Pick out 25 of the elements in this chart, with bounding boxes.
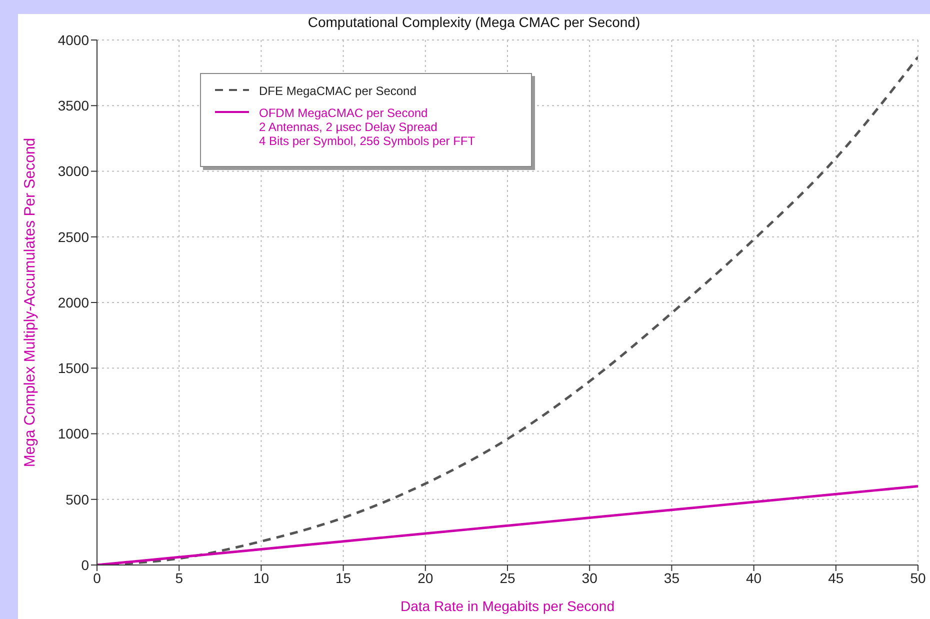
x-tick-label: 50 [910,570,926,586]
y-tick-label: 3000 [58,163,90,180]
y-tick-label: 1000 [58,426,90,442]
x-tick-label: 25 [500,570,516,586]
x-axis-title: Data Rate in Megabits per Second [400,598,615,614]
legend-label: OFDM MegaCMAC per Second 2 Antennas, 2 µsec Delay Spread 4 Bits per Symbol, 256 Symbols per FFT [259,106,476,148]
x-tick-label: 5 [175,570,184,586]
chart-title: Computational Complexity (Mega CMAC per Second) [306,14,642,30]
x-tick-label: 0 [93,570,102,586]
y-tick-label: 2000 [58,294,90,310]
x-tick-label: 10 [253,570,270,586]
y-tick-label: 1500 [58,360,90,376]
x-tick-label: 15 [336,570,352,586]
y-tick-label: 3500 [58,98,90,114]
y-tick-label: 500 [66,491,90,508]
x-tick-label: 20 [418,570,434,586]
x-tick-label: 35 [664,570,680,586]
y-tick-label: 2500 [58,228,90,245]
x-tick-label: 40 [746,570,762,586]
legend-label: DFE MegaCMAC per Second [259,84,416,98]
y-tick-label: 4000 [58,32,90,48]
x-tick-label: 45 [828,570,844,586]
x-tick-label: 30 [582,570,598,586]
y-tick-label: 0 [81,556,90,573]
y-axis-title: Mega Complex Multiply-Accumulates Per Second [21,138,38,468]
